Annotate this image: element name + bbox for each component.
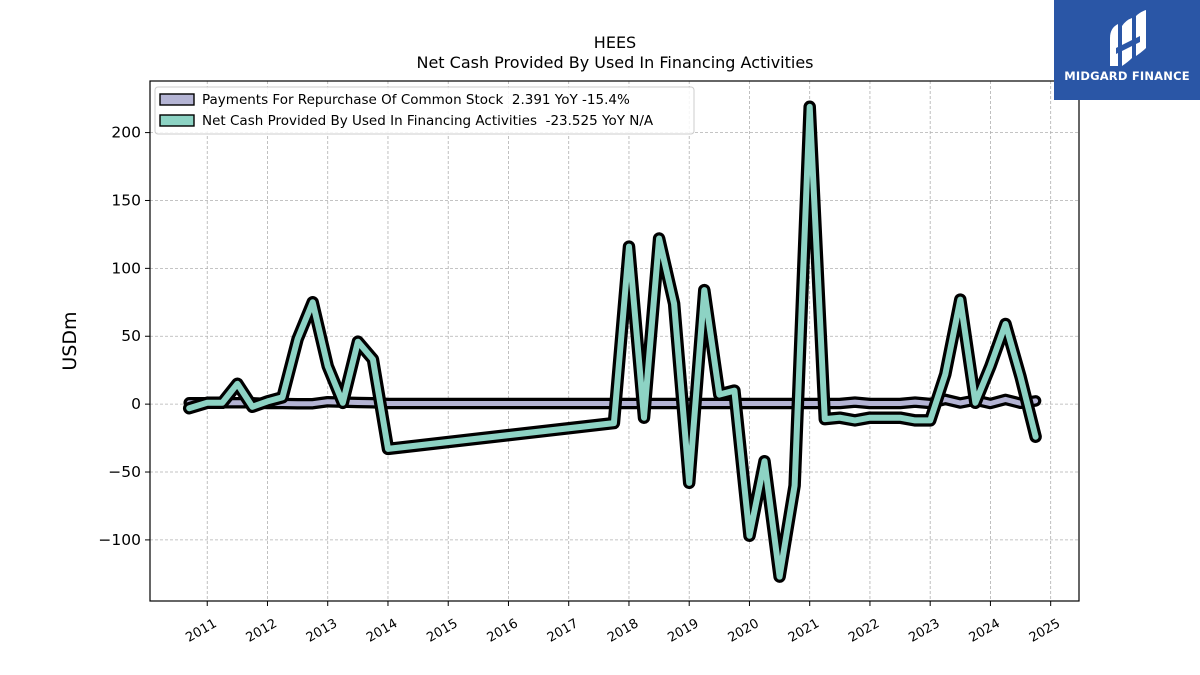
x-tick-label: 2011 [183,616,219,646]
x-tick-label: 2019 [665,616,701,646]
y-tick-label: 150 [111,191,141,209]
legend-swatch-financing [159,114,195,127]
y-axis: −100 −50 0 50 100 150 200 [98,124,150,549]
legend-label-repurchase: Payments For Repurchase Of Common Stock … [202,92,630,108]
x-axis: 2011 2012 2013 2014 2015 2016 2017 2018 2019 2020… [183,601,1063,646]
brand-logo-icon [1110,10,1146,66]
x-tick-label: 2023 [906,616,942,646]
legend: Payments For Repurchase Of Common Stock … [154,86,695,135]
y-tick-label: −50 [108,463,141,481]
chart-title: HEES [594,33,636,52]
x-tick-label: 2021 [786,616,822,646]
x-tick-label: 2018 [605,616,641,646]
grid [150,81,1079,601]
x-tick-label: 2025 [1027,616,1063,646]
x-tick-label: 2020 [726,616,762,646]
series-line [186,103,1039,580]
legend-swatch-repurchase [159,93,195,106]
x-tick-label: 2012 [244,616,280,646]
x-tick-label: 2013 [304,616,340,646]
brand-logo: MIDGARD FINANCE [1054,0,1200,100]
series-layer [182,100,1042,583]
x-tick-label: 2017 [545,616,581,646]
series-financing [182,100,1042,583]
series-line-outline [182,100,1042,583]
y-tick-label: 0 [131,395,141,413]
x-tick-label: 2024 [967,616,1003,646]
y-axis-label: USDm [59,311,81,370]
x-tick-label: 2016 [485,616,521,646]
y-tick-label: 200 [111,124,141,142]
x-tick-label: 2014 [364,616,400,646]
plot-frame [149,80,1080,602]
y-tick-label: −100 [98,531,141,549]
brand-logo-text: MIDGARD FINANCE [1064,69,1190,83]
y-tick-label: 50 [121,327,141,345]
x-tick-label: 2015 [424,616,460,646]
legend-box [154,86,695,135]
chart-subtitle: Net Cash Provided By Used In Financing A… [416,53,813,72]
y-tick-label: 100 [111,259,141,277]
x-tick-label: 2022 [846,616,882,646]
legend-label-financing: Net Cash Provided By Used In Financing A… [202,113,654,129]
